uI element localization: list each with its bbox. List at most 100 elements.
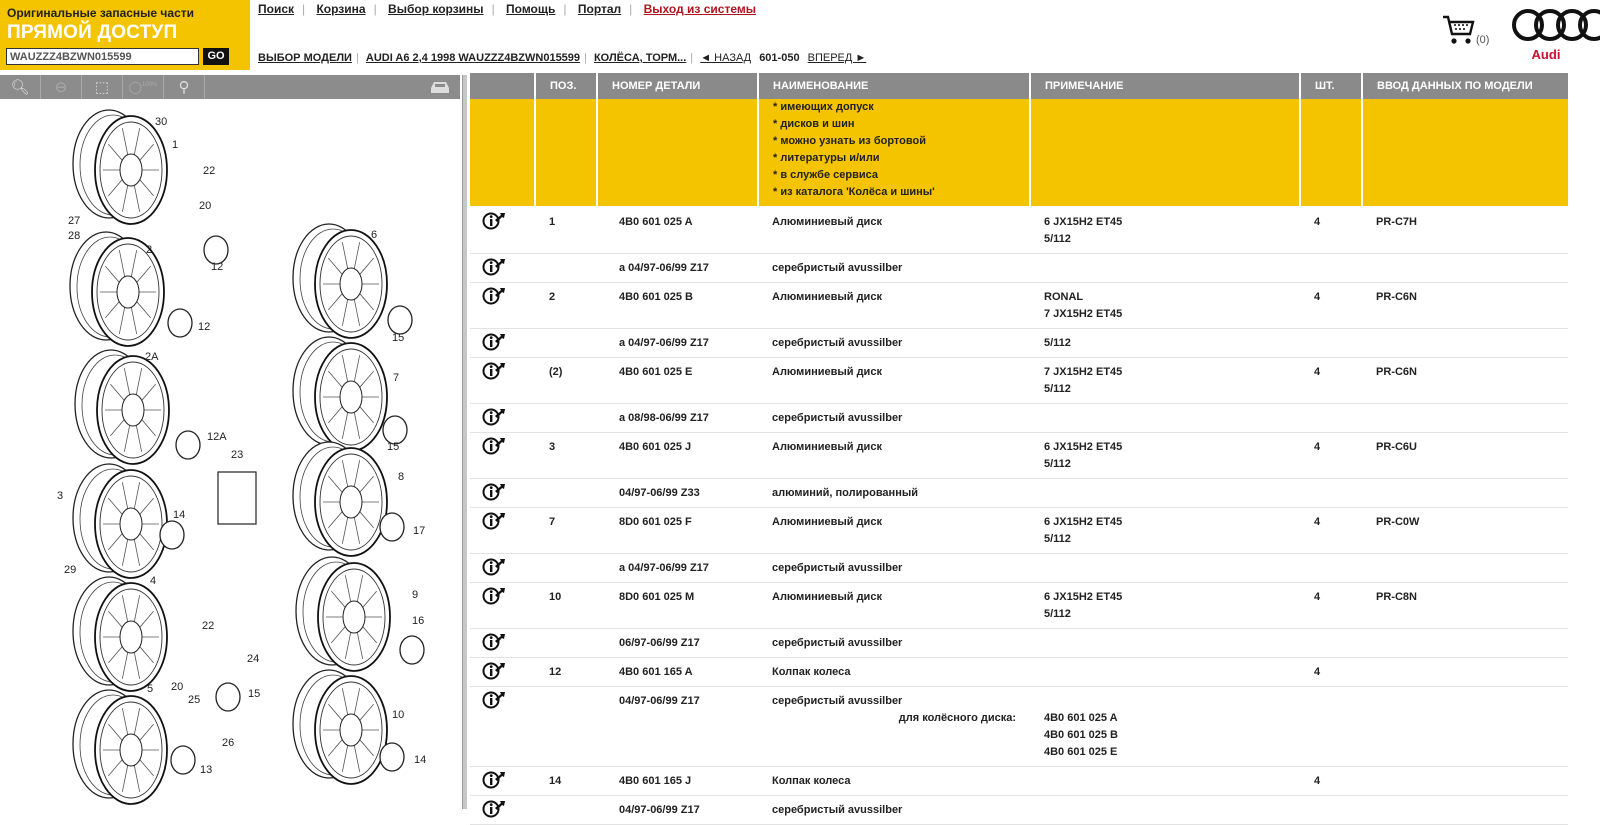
callout-label[interactable]: 20: [199, 200, 211, 212]
info-arrow-icon[interactable]: [482, 587, 506, 605]
info-arrow-icon[interactable]: [482, 633, 506, 651]
nav-logout[interactable]: Выход из системы: [643, 2, 756, 16]
part-number[interactable]: a 08/98-06/99 Z17: [597, 403, 758, 433]
go-button[interactable]: GO: [203, 48, 229, 65]
wheel-9[interactable]: [295, 556, 391, 672]
callout-label[interactable]: 26: [222, 737, 234, 749]
callout-label[interactable]: 7: [393, 372, 399, 384]
zoom-out-button[interactable]: ⊖: [41, 75, 82, 99]
callout-label[interactable]: 5: [147, 683, 153, 695]
part-number[interactable]: 8D0 601 025 M: [597, 582, 758, 629]
callout-label[interactable]: 27: [68, 215, 80, 227]
wheel-3[interactable]: [72, 463, 168, 579]
hub-cap[interactable]: [159, 520, 185, 550]
vin-input[interactable]: [6, 48, 199, 65]
wheel-5[interactable]: [72, 689, 168, 805]
info-cell[interactable]: [470, 403, 535, 433]
info-arrow-icon[interactable]: [482, 691, 506, 709]
table-row[interactable]: 7 8D0 601 025 F Алюминиевый диск 6 JX15H2 E…: [470, 507, 1568, 554]
part-number[interactable]: 4B0 601 165 A: [597, 657, 758, 687]
callout-label[interactable]: 2A: [145, 351, 159, 363]
info-cell[interactable]: [470, 553, 535, 583]
part-number[interactable]: 04/97-06/99 Z17: [597, 795, 758, 825]
table-row[interactable]: 04/97-06/99 Z17 серебристый avussilber для…: [470, 686, 1568, 767]
callout-label[interactable]: 14: [173, 509, 185, 521]
info-arrow-icon[interactable]: [482, 483, 506, 501]
callout-label[interactable]: 12A: [207, 431, 227, 443]
back-link[interactable]: ◄ НАЗАД: [700, 52, 752, 64]
info-cell[interactable]: [470, 328, 535, 358]
callout-label[interactable]: 30: [155, 116, 167, 128]
table-row[interactable]: a 04/97-06/99 Z17 серебристый avussilber: [470, 553, 1568, 583]
hub-cap[interactable]: [379, 512, 405, 542]
hub-cap[interactable]: [175, 430, 201, 460]
callout-label[interactable]: 9: [412, 589, 418, 601]
callout-label[interactable]: 14: [414, 754, 426, 766]
callout-label[interactable]: 12: [198, 321, 210, 333]
info-arrow-icon[interactable]: [482, 662, 506, 680]
callout-label[interactable]: 12: [211, 261, 223, 273]
info-cell[interactable]: [470, 686, 535, 767]
callout-label[interactable]: 6: [371, 229, 377, 241]
zoom-100-button[interactable]: ◯100%: [123, 75, 164, 99]
wheel-6[interactable]: [292, 223, 388, 339]
part-number[interactable]: 8D0 601 025 F: [597, 507, 758, 554]
part-number[interactable]: 4B0 601 025 E: [597, 357, 758, 404]
table-row[interactable]: 2 4B0 601 025 B Алюминиевый диск RONAL 7 JX1…: [470, 282, 1568, 329]
table-row[interactable]: 10 8D0 601 025 M Алюминиевый диск 6 JX15H2 …: [470, 582, 1568, 629]
info-arrow-icon[interactable]: [482, 212, 506, 230]
car-view-button[interactable]: [420, 75, 460, 99]
part-number[interactable]: 06/97-06/99 Z17: [597, 628, 758, 658]
table-row[interactable]: a 08/98-06/99 Z17 серебристый avussilber: [470, 403, 1568, 433]
cart-button[interactable]: (0): [1442, 14, 1489, 46]
table-row[interactable]: 06/97-06/99 Z17 серебристый avussilber: [470, 628, 1568, 658]
info-arrow-icon[interactable]: [482, 333, 506, 351]
table-row[interactable]: 04/97-06/99 Z17 серебристый avussilber: [470, 795, 1568, 825]
table-row[interactable]: 12 4B0 601 165 A Колпак колеса 4: [470, 657, 1568, 687]
part-number[interactable]: a 04/97-06/99 Z17: [597, 328, 758, 358]
info-cell[interactable]: [470, 282, 535, 329]
info-cell[interactable]: [470, 478, 535, 508]
part-number[interactable]: 4B0 601 025 A: [597, 207, 758, 254]
breadcrumb-group[interactable]: КОЛЁСА, ТОРМ...: [593, 52, 687, 64]
info-cell[interactable]: [470, 795, 535, 825]
info-cell[interactable]: [470, 766, 535, 796]
info-arrow-icon[interactable]: [482, 558, 506, 576]
info-cell[interactable]: [470, 582, 535, 629]
hub-cap[interactable]: [215, 682, 241, 712]
hub-cap[interactable]: [382, 415, 408, 445]
callout-label[interactable]: 2: [146, 244, 152, 256]
bolt-kit[interactable]: [217, 471, 257, 525]
table-row[interactable]: (2) 4B0 601 025 E Алюминиевый диск 7 JX15H2…: [470, 357, 1568, 404]
callout-label[interactable]: 13: [200, 764, 212, 776]
wheel-7[interactable]: [292, 336, 388, 452]
info-arrow-icon[interactable]: [482, 408, 506, 426]
hub-cap[interactable]: [170, 745, 196, 775]
part-number[interactable]: 4B0 601 165 J: [597, 766, 758, 796]
table-row[interactable]: a 04/97-06/99 Z17 серебристый avussilber: [470, 253, 1568, 283]
part-number[interactable]: 4B0 601 025 B: [597, 282, 758, 329]
info-arrow-icon[interactable]: [482, 258, 506, 276]
callout-label[interactable]: 8: [398, 471, 404, 483]
callout-label[interactable]: 23: [231, 449, 243, 461]
nav-cart[interactable]: Корзина: [316, 2, 366, 16]
part-number[interactable]: a 04/97-06/99 Z17: [597, 553, 758, 583]
hub-cap[interactable]: [399, 635, 425, 665]
callout-label[interactable]: 15: [392, 332, 404, 344]
callout-label[interactable]: 22: [203, 165, 215, 177]
forward-link[interactable]: ВПЕРЕД ►: [807, 52, 867, 64]
callout-label[interactable]: 22: [202, 620, 214, 632]
wheel-8[interactable]: [292, 441, 388, 557]
info-cell[interactable]: [470, 432, 535, 479]
wheel-1[interactable]: [72, 109, 168, 225]
wheel-4[interactable]: [72, 576, 168, 692]
table-row[interactable]: a 04/97-06/99 Z17 серебристый avussilber 5…: [470, 328, 1568, 358]
part-number[interactable]: 04/97-06/99 Z33: [597, 478, 758, 508]
nav-select-cart[interactable]: Выбор корзины: [388, 2, 484, 16]
callout-label[interactable]: 15: [387, 441, 399, 453]
wheel-2a[interactable]: [74, 349, 170, 465]
info-arrow-icon[interactable]: [482, 287, 506, 305]
zoom-in-button[interactable]: 🔍︎: [0, 75, 41, 99]
callout-label[interactable]: 28: [68, 230, 80, 242]
callout-label[interactable]: 17: [413, 525, 425, 537]
